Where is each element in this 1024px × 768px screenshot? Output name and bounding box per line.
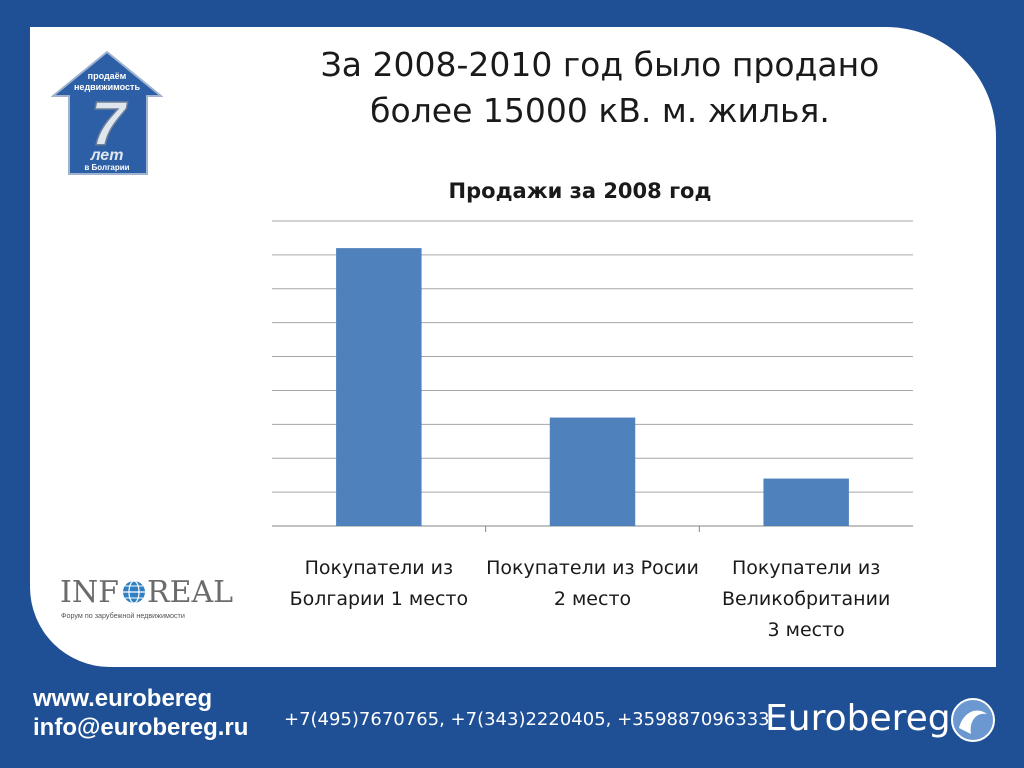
house-logo: продаём недвижимость 7 лет в Болгарии xyxy=(51,50,163,175)
chart-title: Продажи за 2008 год xyxy=(449,179,712,203)
bar xyxy=(336,248,422,526)
slide-panel xyxy=(30,27,996,667)
chart-bars xyxy=(336,248,849,526)
footer-site[interactable]: www.eurobereg xyxy=(33,685,213,712)
chart-x-labels: Покупатели из Болгарии 1 место Покупатели … xyxy=(290,557,891,641)
logo-sub: в Болгарии xyxy=(84,163,129,172)
eurobereg-logo: Eurobereg xyxy=(765,698,995,742)
footer-email[interactable]: info@eurobereg.ru xyxy=(33,714,249,741)
headline-line-1: За 2008-2010 год было продано xyxy=(320,45,880,84)
bar xyxy=(549,417,636,526)
inforeal-tagline: Форум по зарубежной недвижимости xyxy=(61,611,185,620)
slide-headline: За 2008-2010 год было продано более 1500… xyxy=(300,42,900,134)
logo-number: 7 xyxy=(91,90,128,159)
eurobereg-brand: Eurobereg xyxy=(765,698,951,739)
wave-icon xyxy=(951,698,995,742)
globe-icon xyxy=(123,580,145,604)
footer-phones: +7(495)7670765, +7(343)2220405, +3598870… xyxy=(284,709,770,730)
logo-word: лет xyxy=(90,147,124,164)
bar xyxy=(763,478,849,526)
headline-line-2: более 15000 кВ. м. жилья. xyxy=(370,91,830,130)
x-tick-label: Покупатели из Болгарии 1 место xyxy=(290,557,469,610)
logo-top-text-2: недвижимость xyxy=(74,82,140,92)
inforeal-logo: INF REAL Форум по зарубежной недвижимост… xyxy=(60,575,233,620)
x-tick-label: Покупатели из Росии 2 место xyxy=(486,557,699,610)
inforeal-name-left: INF xyxy=(60,575,119,610)
inforeal-name-right: REAL xyxy=(147,575,233,610)
x-tick-label: Покупатели из Великобритании 3 место xyxy=(722,557,890,641)
logo-top-text-1: продаём xyxy=(88,71,127,81)
